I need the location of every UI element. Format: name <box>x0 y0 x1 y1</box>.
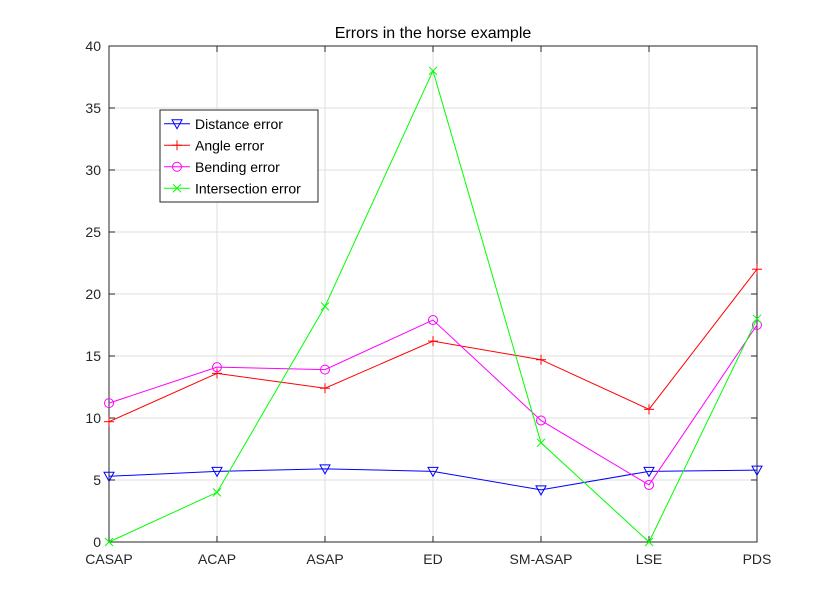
data-point-intersection-error-b <box>752 314 762 324</box>
data-point-intersection-error-b <box>104 537 114 547</box>
y-tick-label: 5 <box>93 472 101 488</box>
x-tick-label: SM-ASAP <box>509 551 572 567</box>
data-point-angle-error <box>212 368 222 379</box>
y-tick-label: 30 <box>85 162 101 178</box>
legend-label-distance-error: Distance error <box>195 116 283 132</box>
data-point-intersection-error <box>320 302 330 311</box>
data-point-distance-error <box>535 485 547 496</box>
series-line-bending-error <box>108 319 758 486</box>
legend: Distance error Angle error Bending error In… <box>159 109 319 203</box>
y-tick-label: 25 <box>85 224 101 240</box>
data-point-intersection-error-b <box>320 302 330 311</box>
series-angle-error <box>104 264 762 427</box>
data-point-intersection-error <box>752 314 762 324</box>
y-tick-label: 10 <box>85 410 101 426</box>
y-tick-label: 20 <box>85 286 101 302</box>
x-tick-label: LSE <box>636 551 662 567</box>
legend-marker-angle-error <box>172 140 182 151</box>
data-point-bending-error <box>320 364 330 375</box>
series-bending-error <box>104 315 762 490</box>
data-point-bending-error <box>428 315 438 326</box>
legend-marker-bending-error <box>172 161 182 172</box>
x-tick-label: ED <box>423 551 442 567</box>
data-point-intersection-error-b <box>644 537 654 547</box>
data-point-angle-error <box>104 416 114 427</box>
series-distance-error <box>103 464 763 496</box>
data-point-intersection-error <box>536 438 546 448</box>
x-tick-label: ACAP <box>198 551 236 567</box>
data-point-distance-error <box>643 466 655 478</box>
legend-label-bending-error: Bending error <box>195 159 280 175</box>
legend-marker-intersection-error <box>172 183 182 193</box>
data-point-intersection-error <box>644 537 654 547</box>
data-point-bending-error <box>104 398 114 409</box>
legend-label-angle-error: Angle error <box>195 137 265 153</box>
data-point-angle-error <box>752 264 762 275</box>
data-point-intersection-error-b <box>536 438 546 448</box>
data-point-distance-error <box>427 466 439 478</box>
chart-title: Errors in the horse example <box>335 25 532 42</box>
legend-box <box>159 109 319 203</box>
data-point-intersection-error <box>104 537 114 547</box>
data-point-bending-error <box>644 479 654 490</box>
data-point-intersection-error-b <box>428 66 438 76</box>
data-point-intersection-error-b <box>212 488 222 497</box>
data-point-angle-error <box>428 336 438 347</box>
x-tick-label: CASAP <box>85 551 132 567</box>
data-point-angle-error <box>536 354 546 365</box>
data-point-distance-error <box>751 465 763 477</box>
data-point-bending-error <box>212 362 222 373</box>
data-point-angle-error <box>320 383 330 394</box>
series-layer <box>103 66 763 547</box>
data-point-bending-error <box>752 320 762 330</box>
legend-marker-intersection-error-b <box>172 183 182 193</box>
data-point-distance-error <box>211 466 223 478</box>
y-tick-label: 0 <box>93 534 101 550</box>
data-point-intersection-error <box>212 488 222 497</box>
series-intersection-error <box>104 66 762 547</box>
legend-marker-distance-error <box>171 119 183 130</box>
x-tick-label: PDS <box>743 551 772 567</box>
legend-label-intersection-error: Intersection error <box>195 180 301 196</box>
series-line-distance-error <box>108 468 758 491</box>
data-point-distance-error <box>319 464 331 475</box>
x-tick-label: ASAP <box>306 551 343 567</box>
data-point-angle-error <box>644 404 654 415</box>
data-point-intersection-error <box>428 66 438 76</box>
y-tick-label: 15 <box>85 348 101 364</box>
data-point-bending-error <box>536 415 546 426</box>
y-tick-label: 35 <box>85 100 101 116</box>
y-tick-label: 40 <box>85 38 101 54</box>
data-point-distance-error <box>103 471 115 483</box>
